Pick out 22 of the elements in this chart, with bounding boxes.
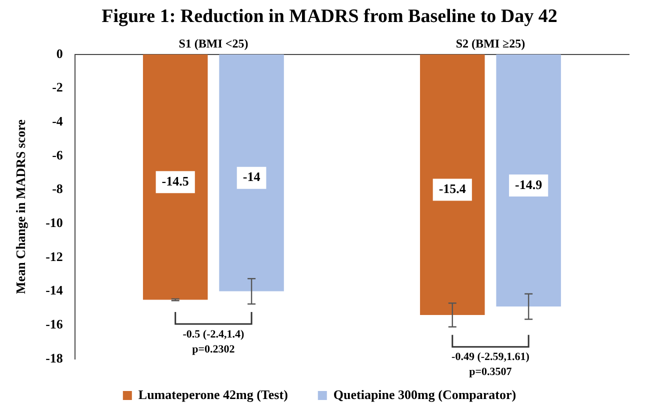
data-label: -15.4 [438, 181, 466, 196]
legend-label: Lumateperone 42mg (Test) [138, 386, 288, 402]
y-tick-label: -16 [46, 316, 64, 332]
y-tick-label: -18 [46, 350, 64, 366]
data-label: -14 [242, 169, 261, 184]
y-tick-label: -2 [52, 80, 63, 95]
data-label: -14.9 [515, 176, 543, 192]
annotation: -0.5 (-2.4,1.4) p=0.2302 [182, 328, 244, 356]
x-tick-label: S2 (BMI ≥25) [456, 36, 526, 50]
y-tick-label: -6 [52, 147, 64, 162]
x-tick-label: S1 (BMI <25) [178, 36, 248, 50]
y-tick-label: -10 [46, 214, 63, 230]
data-label: -14.5 [162, 173, 190, 188]
annotation: -0.49 (-2.59,1.61) p=0.3507 [452, 351, 530, 378]
y-tick-label: 0 [56, 46, 63, 61]
chart-title: Figure 1: Reduction in MADRS from Baseline to Day 42 [100, 6, 558, 28]
y-tick-label: -4 [52, 113, 64, 128]
y-axis-title: Mean Change in MADRS score [13, 119, 28, 294]
y-tick-label: -14 [46, 282, 64, 298]
y-tick-label: -12 [46, 248, 63, 264]
y-tick-label: -8 [52, 181, 64, 196]
legend-label: Quetiapine 300mg (Comparator) [333, 386, 516, 402]
